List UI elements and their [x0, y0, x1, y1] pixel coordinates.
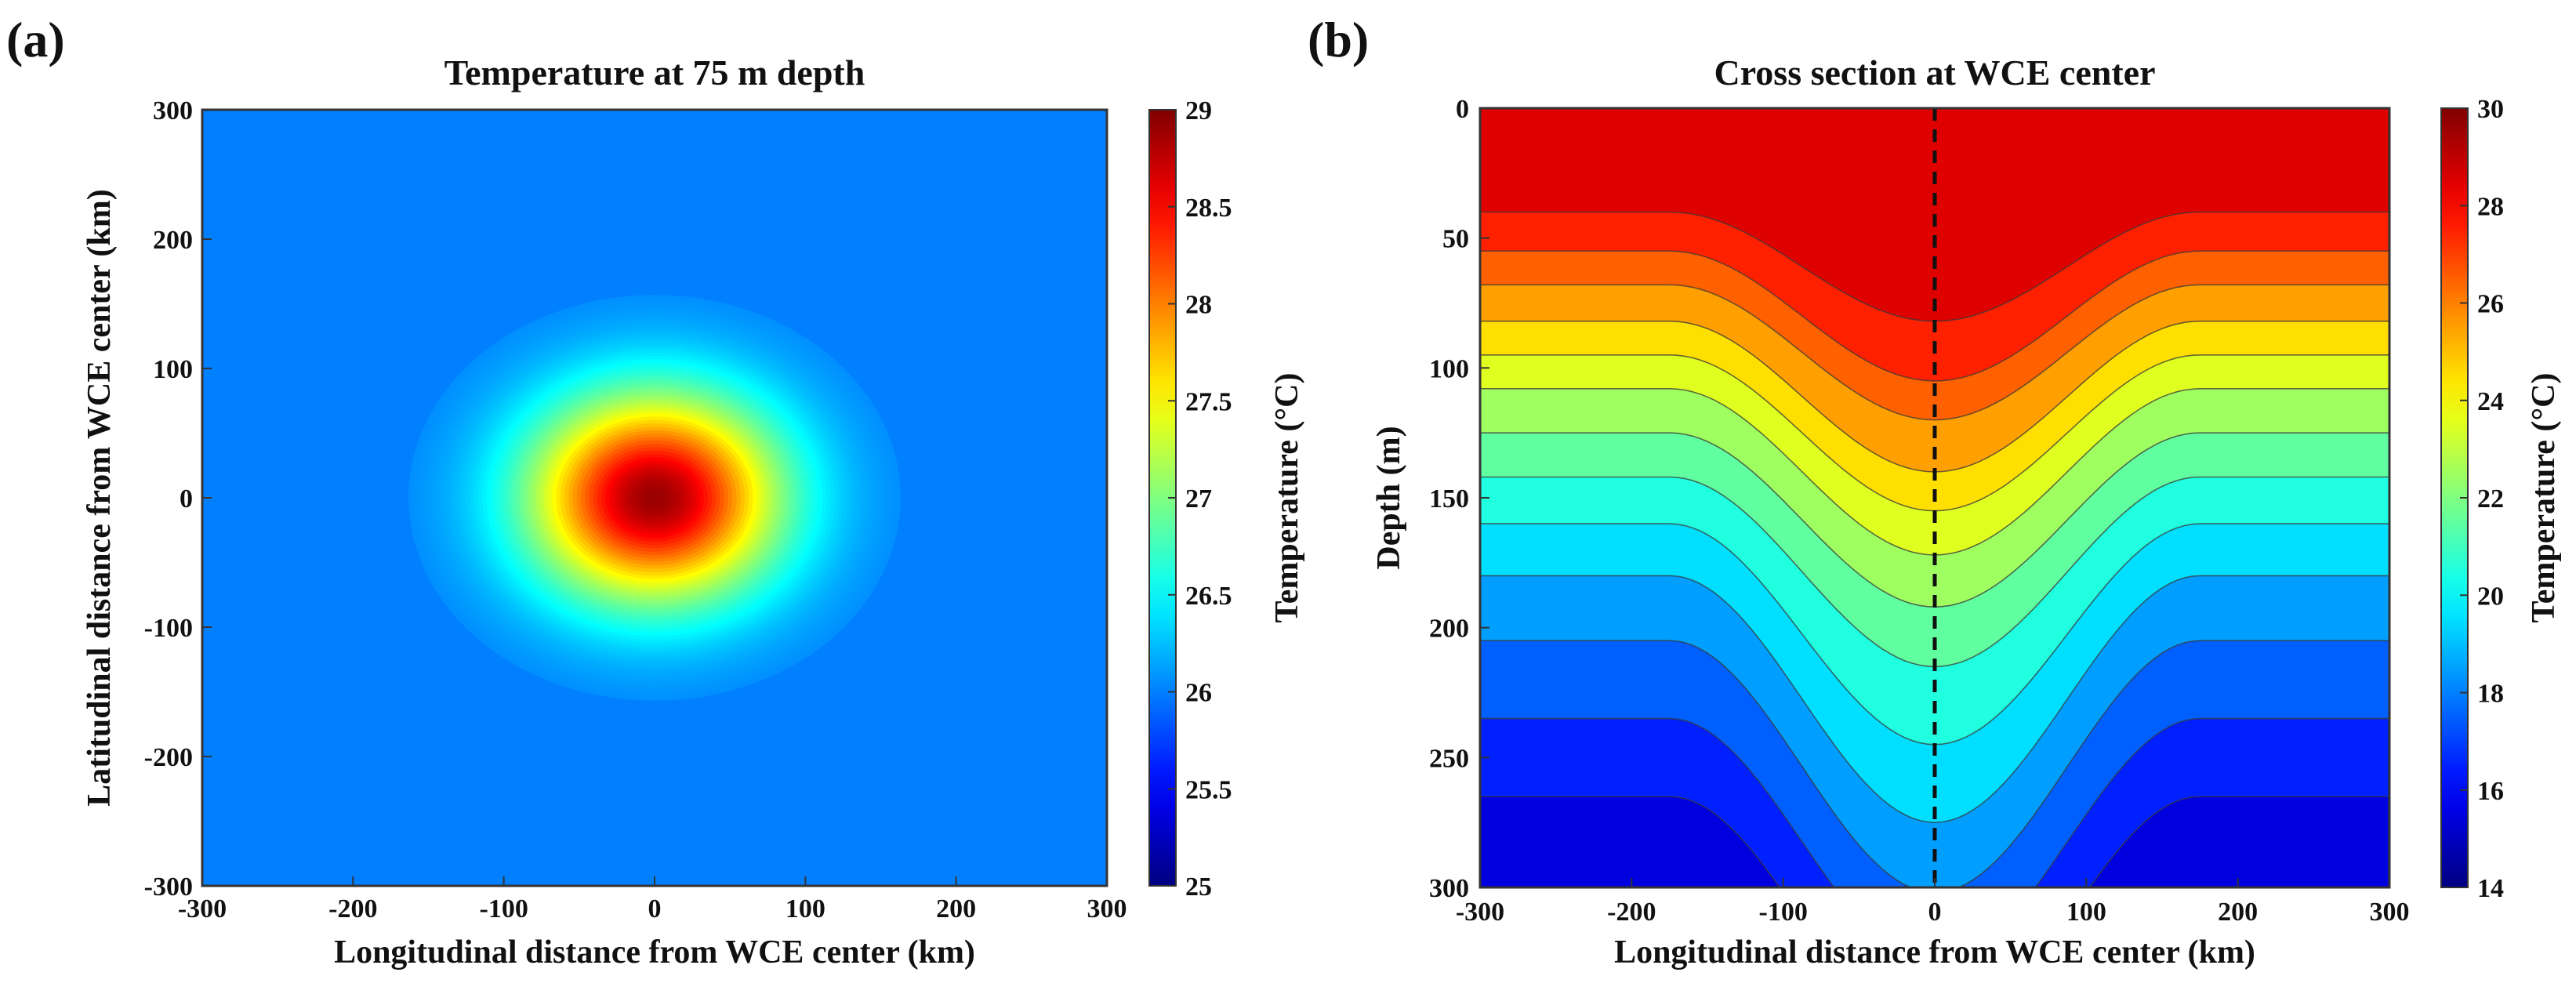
colorbar-tick-label: 27 — [1185, 484, 1212, 513]
panel-b-colorbar-ticks: 30 28 26 24 22 20 18 16 14 — [2460, 95, 2504, 903]
x-tick-label: -200 — [328, 894, 377, 923]
panel-a: (a) Temperature at 75 m depth -300 -200 -1… — [6, 12, 1305, 971]
y-tick-label: 0 — [180, 484, 193, 513]
colorbar-tick-label: 24 — [2477, 387, 2504, 416]
y-tick-label: 300 — [1429, 874, 1469, 903]
contour-band — [1480, 796, 2389, 887]
colorbar-tick-label: 26.5 — [1185, 582, 1232, 611]
y-tick-label: 300 — [153, 96, 193, 125]
isotherm-line — [1480, 640, 2389, 887]
panel-a-colorbar-label: Temperature (°C) — [1269, 373, 1305, 623]
x-tick-label: -300 — [178, 894, 227, 923]
colorbar-tick-label: 14 — [2477, 874, 2504, 903]
heatmap-ring — [650, 494, 659, 502]
isotherm-line — [1480, 575, 2389, 824]
x-tick-label: 200 — [936, 894, 976, 923]
panel-b-label: (b) — [1308, 12, 1369, 67]
colorbar-tick-label: 18 — [2477, 680, 2504, 709]
panel-b-y-ticks: 0 50 100 150 200 250 300 — [1429, 95, 1489, 903]
isotherm-line — [1480, 796, 2389, 887]
x-tick-label: 200 — [2218, 898, 2258, 927]
x-tick-label: 300 — [2370, 898, 2410, 927]
panel-b-x-axis-label: Longitudinal distance from WCE center (k… — [1614, 934, 2255, 971]
x-tick-label: 0 — [1928, 898, 1942, 927]
colorbar-tick-label: 27.5 — [1185, 387, 1232, 416]
colorbar-tick-label: 16 — [2477, 777, 2504, 806]
y-tick-label: 250 — [1429, 744, 1469, 773]
panel-a-y-axis-label: Latitudinal distance from WCE center (km… — [82, 189, 118, 806]
isotherm-line — [1480, 284, 2389, 421]
colorbar-tick-label: 26 — [2477, 290, 2504, 319]
panel-a-y-ticks: 300 200 100 0 -100 -200 -300 — [144, 96, 212, 902]
panel-a-x-ticks: -300 -200 -100 0 100 200 300 — [178, 876, 1127, 923]
panel-b: (b) Cross section at WCE center -300 -200… — [1308, 12, 2562, 971]
y-tick-label: 200 — [1429, 615, 1469, 644]
x-tick-label: 100 — [2066, 898, 2106, 927]
colorbar-tick-label: 25.5 — [1185, 775, 1232, 804]
colorbar-tick-label: 20 — [2477, 582, 2504, 611]
panel-a-label: (a) — [6, 12, 65, 67]
x-tick-label: -100 — [480, 894, 528, 923]
x-tick-label: 100 — [785, 894, 825, 923]
y-tick-label: -300 — [144, 873, 193, 902]
colorbar-tick-label: 26 — [1185, 679, 1212, 708]
y-tick-label: -200 — [144, 743, 193, 772]
y-tick-label: -100 — [144, 614, 193, 643]
colorbar-tick-label: 22 — [2477, 484, 2504, 513]
colorbar-tick-label: 28 — [1185, 291, 1212, 320]
y-tick-label: 200 — [153, 226, 193, 255]
panel-a-colorbar-ticks: 29 28.5 28 27.5 27 26.5 26 25.5 25 — [1168, 96, 1232, 902]
panel-b-x-ticks: -300 -200 -100 0 100 200 300 — [1456, 878, 2410, 927]
y-tick-label: 100 — [1429, 354, 1469, 383]
x-tick-label: -100 — [1759, 898, 1808, 927]
colorbar-tick-label: 25 — [1185, 873, 1212, 902]
y-tick-label: 100 — [153, 355, 193, 384]
colorbar-tick-label: 30 — [2477, 95, 2504, 124]
panel-b-colorbar-label: Temperature (°C) — [2526, 373, 2562, 623]
panel-a-heatmap — [202, 110, 1107, 886]
x-tick-label: 300 — [1087, 894, 1127, 923]
x-tick-label: 0 — [648, 894, 662, 923]
colorbar-tick-label: 29 — [1185, 96, 1212, 125]
isotherm-line — [1480, 250, 2389, 382]
panel-b-y-axis-label: Depth (m) — [1371, 426, 1407, 569]
colorbar-tick-label: 28 — [2477, 192, 2504, 221]
colorbar-tick-label: 28.5 — [1185, 194, 1232, 223]
isotherm-line — [1480, 717, 2389, 887]
panel-b-title: Cross section at WCE center — [1714, 53, 2156, 93]
y-tick-label: 50 — [1442, 225, 1469, 254]
x-tick-label: -200 — [1607, 898, 1656, 927]
panel-a-x-axis-label: Longitudinal distance from WCE center (k… — [334, 934, 975, 971]
y-tick-label: 150 — [1429, 484, 1469, 513]
x-tick-label: -300 — [1456, 898, 1504, 927]
panel-a-title: Temperature at 75 m depth — [444, 53, 865, 93]
y-tick-label: 0 — [1456, 95, 1469, 124]
